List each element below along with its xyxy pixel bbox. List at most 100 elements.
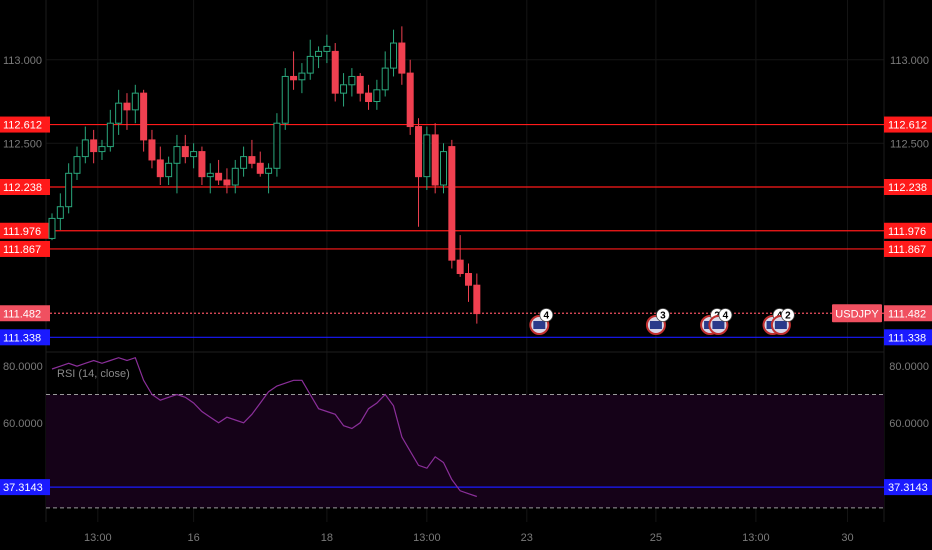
candle-body [473, 284, 481, 315]
price-tick-left: 113.000 [3, 55, 42, 67]
price-level-label-left: 111.338 [3, 332, 41, 344]
rsi-tick-left: 60.0000 [3, 418, 43, 430]
time-label: 25 [650, 532, 662, 544]
candle-body [465, 273, 472, 286]
candle-body [406, 72, 414, 128]
candle-body [323, 45, 331, 52]
candle-body [348, 75, 356, 86]
price-tick-right: 113.000 [890, 55, 929, 67]
price-level-tag-right [884, 116, 932, 133]
candle-body [248, 156, 256, 164]
price-level-label-right: 112.612 [888, 120, 927, 132]
price-level-tag-right [884, 179, 932, 196]
candle-body [306, 55, 314, 74]
price-level-label-right: 111.976 [888, 226, 926, 238]
event-count: 4 [723, 311, 729, 322]
candle-body [106, 122, 114, 148]
price-levels: 112.612 112.612 112.238 112.238 111.976 111.9… [0, 116, 932, 346]
price-level-tag-right [884, 329, 932, 346]
candle-body [98, 146, 106, 153]
candle-body [448, 146, 456, 261]
candle-body [415, 126, 423, 178]
candle-body [115, 102, 123, 124]
price-level-label-right: 112.238 [888, 182, 927, 194]
event-count: 3 [660, 311, 666, 322]
rsi-current-tag-right [884, 479, 932, 496]
candle-body [48, 217, 56, 239]
time-label: 30 [841, 532, 853, 544]
candle-body [265, 167, 273, 174]
price-level-label-left: 112.612 [3, 120, 42, 132]
candle-body [281, 75, 289, 124]
candle-body [240, 156, 248, 169]
price-level-label-left: 112.238 [3, 182, 42, 194]
price-level-tag-left [0, 116, 50, 133]
candle-body [90, 139, 98, 153]
candle-body [315, 50, 323, 57]
symbol-tag-label: USDJPY [835, 308, 879, 320]
rsi-pane: 37.3143 37.3143 [0, 356, 932, 509]
candle-body [148, 139, 156, 161]
candle-body [165, 162, 173, 178]
candle-body [81, 139, 89, 158]
time-label: 13:00 [413, 532, 441, 544]
price-level-tag-left [0, 329, 50, 346]
price-level-label-right: 111.867 [888, 244, 926, 256]
candlestick-series [48, 26, 481, 324]
price-level-tag-left [0, 179, 50, 196]
candle-body [356, 75, 364, 94]
candle-body [273, 122, 281, 169]
price-tick-right: 112.500 [890, 138, 929, 150]
rsi-tick-right: 60.0000 [889, 418, 929, 430]
time-label: 16 [187, 532, 199, 544]
price-level-label-left: 111.976 [3, 226, 41, 238]
candle-body [131, 92, 139, 111]
candle-body [223, 179, 231, 186]
price-level-tag-right [884, 222, 932, 239]
symbol-tag [832, 304, 882, 323]
candle-body [398, 42, 406, 74]
price-level-label-left: 111.482 [3, 308, 41, 320]
price-level-tag-right [884, 305, 932, 322]
candle-body [173, 146, 181, 164]
price-level-tag-left [0, 222, 50, 239]
time-label: 18 [321, 532, 333, 544]
price-tick-left: 112.500 [3, 138, 42, 150]
candle-body [181, 146, 189, 158]
candle-body [206, 172, 214, 178]
candle-body [365, 92, 373, 103]
candle-body [256, 162, 264, 174]
us-flag-icon [774, 321, 787, 329]
price-level-label-left: 111.867 [3, 244, 41, 256]
event-count: 2 [785, 311, 791, 322]
event-count: 4 [544, 311, 550, 322]
candle-body [290, 75, 298, 81]
price-level-tag-left [0, 305, 50, 322]
price-level-label-right: 111.482 [888, 308, 926, 320]
candle-body [215, 172, 223, 181]
candle-body [423, 134, 431, 178]
time-label: 13:00 [742, 532, 770, 544]
candle-body [73, 156, 81, 174]
rsi-current-tag-left [0, 479, 50, 496]
price-level-tag-right [884, 240, 932, 257]
rsi-tick-right: 80.0000 [889, 361, 929, 373]
candle-body [373, 89, 381, 102]
candle-body [56, 206, 64, 219]
time-label: 23 [521, 532, 533, 544]
price-level-tag-left [0, 240, 50, 257]
candle-body [140, 92, 148, 141]
rsi-tick-left: 80.0000 [3, 361, 43, 373]
price-level-label-right: 111.338 [888, 332, 926, 344]
candle-body [198, 151, 206, 178]
candle-body [381, 67, 389, 91]
rsi-band [46, 394, 884, 508]
candle-body [431, 134, 439, 186]
rsi-line [51, 356, 477, 498]
candle-body [190, 151, 198, 158]
event-count-badge [656, 308, 670, 322]
candle-body [440, 151, 448, 186]
economic-events: 432442 [529, 308, 795, 335]
